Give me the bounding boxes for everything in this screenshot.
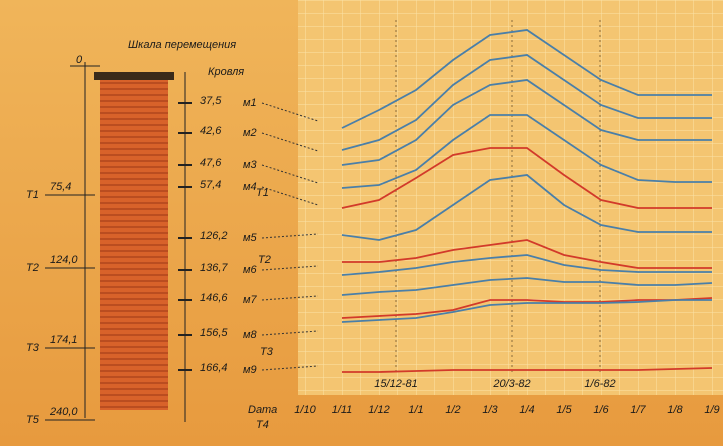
depth-label: 146,6: [200, 292, 228, 304]
depth-label: 57,4: [200, 179, 221, 191]
x-tick-label: 1/1: [408, 404, 423, 416]
depth-label: 136,7: [200, 262, 228, 274]
depth-label: 126,2: [200, 230, 228, 242]
leader: [261, 164, 319, 184]
x-tick-label: 1/7: [630, 404, 646, 416]
mark-label: м1: [243, 97, 257, 109]
mark-label: м5: [243, 232, 258, 244]
leader: [261, 295, 319, 301]
depth-label: 156,5: [200, 327, 228, 339]
x-tick-label: 1/9: [704, 404, 719, 416]
depth-label: 166,4: [200, 362, 228, 374]
leader: [261, 186, 319, 206]
depth-label: 42,6: [200, 125, 222, 137]
series-line: [341, 254, 712, 276]
x-tick-label: 1/11: [332, 404, 353, 416]
mark-label: м7: [243, 294, 258, 306]
mark-label: м3: [243, 159, 258, 171]
leader: [261, 365, 319, 371]
pile: [100, 80, 168, 410]
level-name: T3: [260, 346, 274, 358]
leader: [261, 265, 319, 271]
annotation: 20/3-82: [492, 378, 530, 390]
level-depth: 124,0: [50, 254, 78, 266]
mark-label: м4: [243, 181, 257, 193]
level-depth: 240,0: [49, 406, 78, 418]
level-name: T5: [26, 414, 40, 426]
depth-label: 37,5: [200, 95, 222, 107]
level-depth: 174,1: [50, 334, 78, 346]
x-tick-label: 1/12: [368, 404, 389, 416]
x-axis-label: Dата: [248, 404, 277, 416]
x-tick-label: 1/3: [482, 404, 498, 416]
annotation: 15/12-81: [374, 378, 417, 390]
series-line: [341, 147, 712, 209]
annotation: 1/6-82: [584, 378, 615, 390]
level-depth: 75,4: [50, 181, 71, 193]
level-name: T1: [256, 187, 269, 199]
level-name: T3: [26, 342, 40, 354]
x-tick-label: 1/4: [519, 404, 534, 416]
x-tick-label: 1/5: [556, 404, 572, 416]
x-tick-label: 1/8: [667, 404, 683, 416]
top-label: Кровля: [208, 66, 244, 78]
series-line: [342, 239, 712, 269]
diagram-title: Шкала перемещения: [128, 39, 236, 51]
x-tick-label: 1/10: [294, 404, 316, 416]
zero-label: 0: [76, 54, 83, 66]
series-line: [341, 54, 712, 151]
series-line: [341, 297, 713, 319]
series-line: [341, 79, 712, 166]
depth-label: 47,6: [200, 157, 222, 169]
series-line: [341, 299, 712, 323]
level-name: T1: [26, 189, 39, 201]
leader: [261, 102, 319, 122]
level-name: T4: [256, 419, 269, 431]
level-name: T2: [258, 254, 271, 266]
grid: [298, 0, 723, 395]
mark-label: м2: [243, 127, 257, 139]
leader: [261, 132, 319, 152]
mark-label: м6: [243, 264, 258, 276]
mark-label: м9: [243, 364, 257, 376]
series-line: [341, 29, 712, 129]
x-tick-label: 1/6: [593, 404, 609, 416]
series-line: [341, 174, 712, 241]
series-line: [341, 114, 712, 189]
x-tick-label: 1/2: [445, 404, 460, 416]
pile-cap: [94, 72, 174, 80]
series-line: [342, 367, 713, 373]
leader: [261, 233, 319, 239]
leader: [261, 330, 319, 336]
series-line: [341, 277, 713, 296]
level-name: T2: [26, 262, 39, 274]
mark-label: м8: [243, 329, 258, 341]
